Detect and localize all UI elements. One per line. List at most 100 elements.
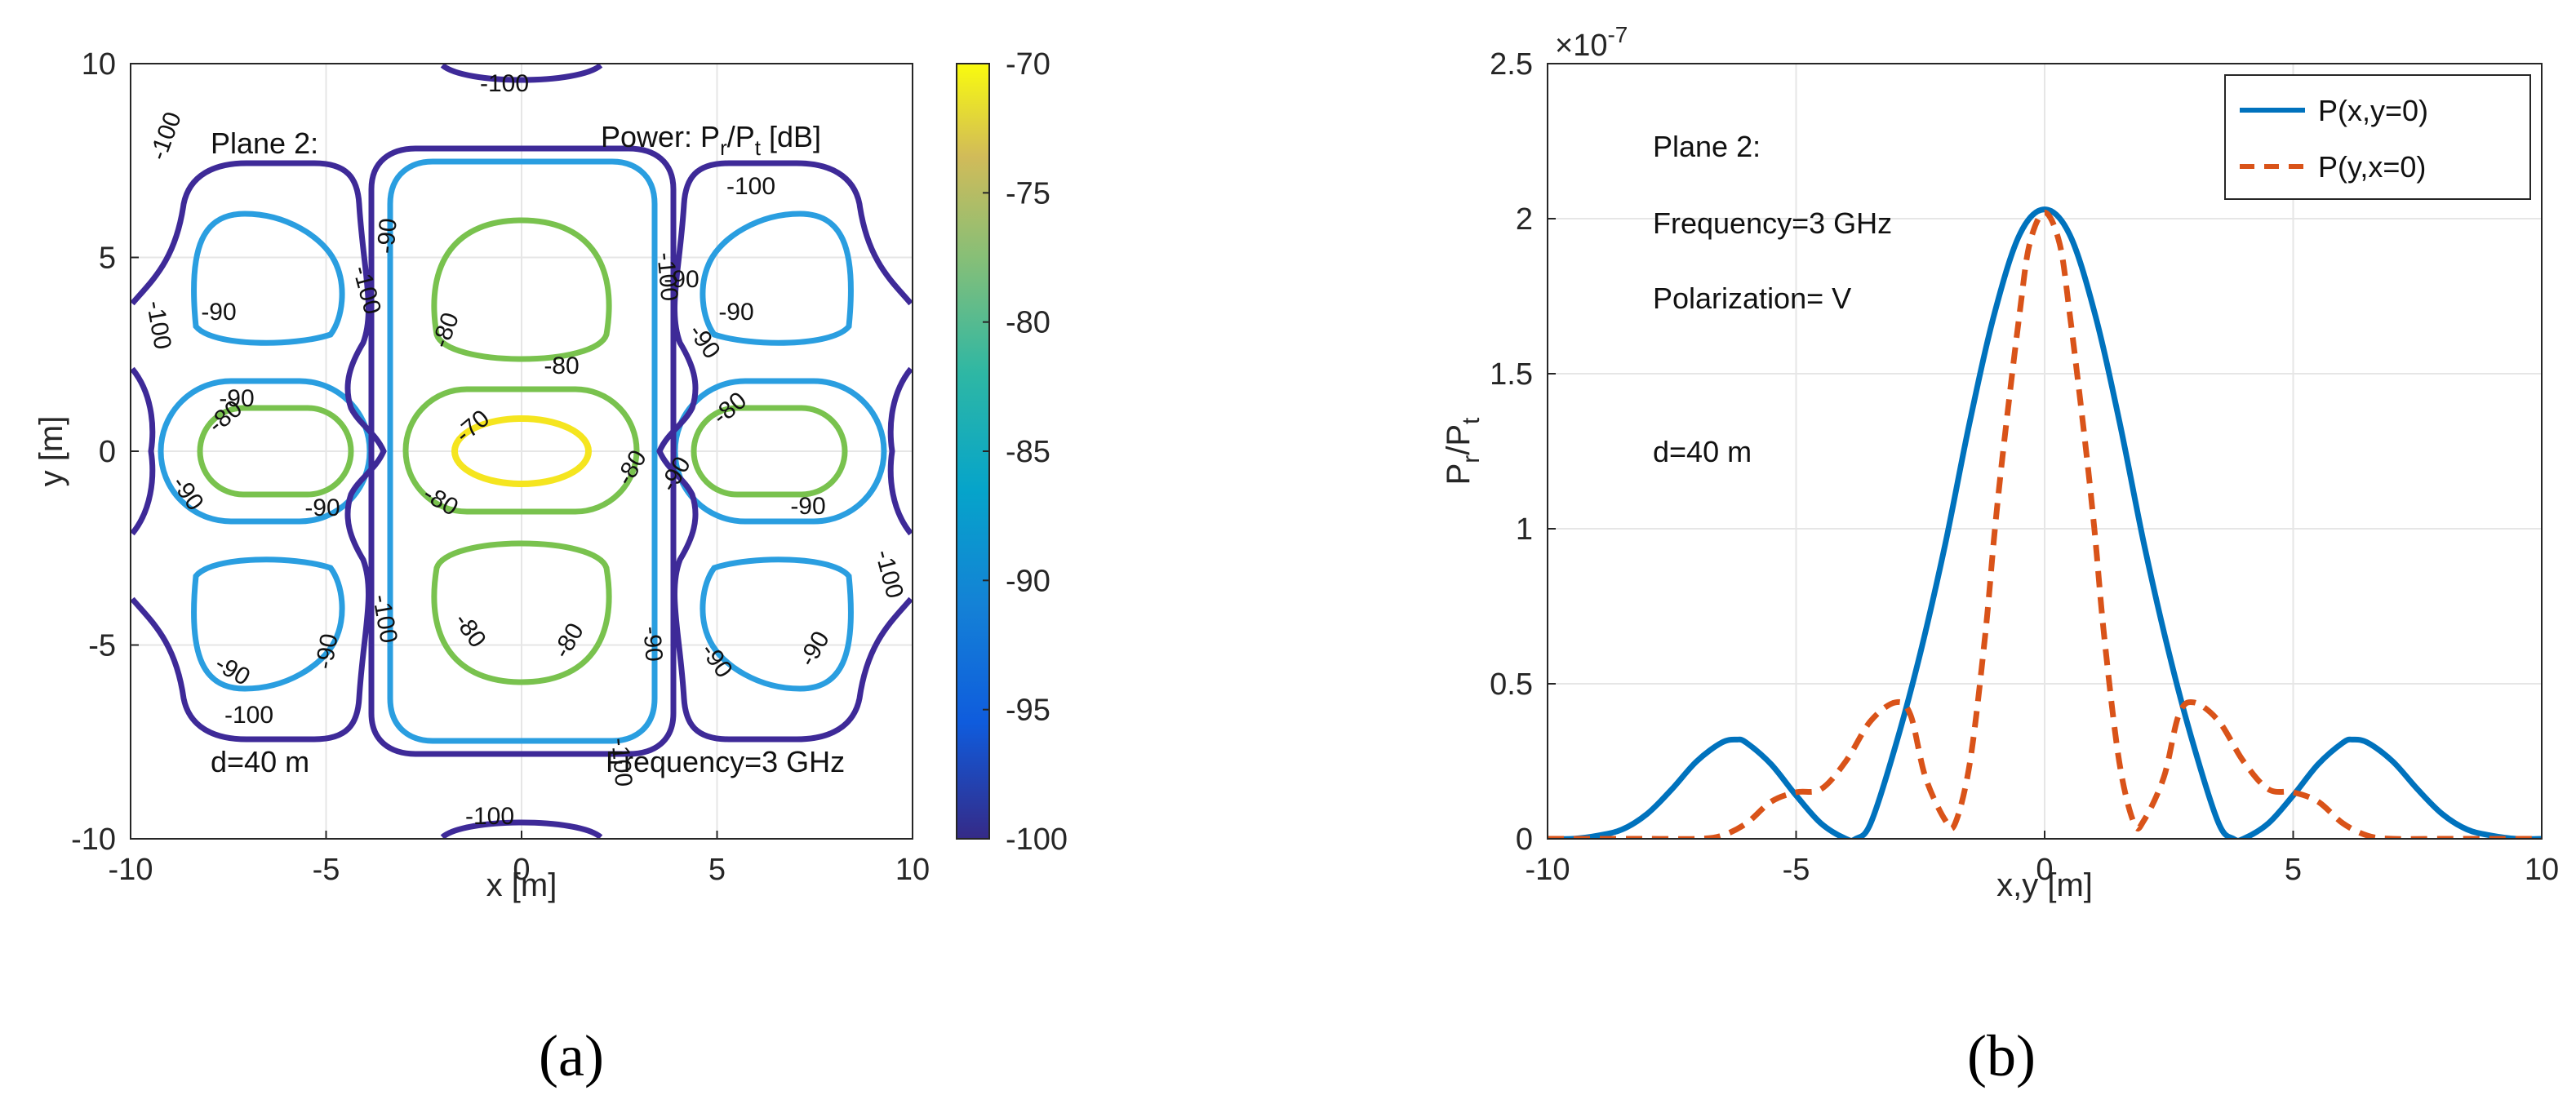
power-suffix: [dB] <box>761 120 821 153</box>
line-chart: -10 -5 0 5 10 0 0.5 1 1.5 2 2.5 ×10-7 Plane 2: Fre… <box>1441 22 2559 903</box>
contour-label: -100 <box>480 70 529 97</box>
contour-x-axis-label: x [m] <box>486 867 557 903</box>
contour-x-tick-label: -5 <box>313 853 340 887</box>
line-y-axis-label: Pr/Pt <box>1441 417 1485 485</box>
contour-label: -100 <box>224 702 273 729</box>
panel-label-b: (b) <box>1967 1023 2036 1088</box>
line-y-tick-label: 1.5 <box>1490 357 1533 392</box>
colorbar-ticks: -70 -75 -80 -85 -90 -95 -100 <box>983 47 1068 857</box>
line-y-tick-label: 0 <box>1516 822 1533 857</box>
contour-label: -80 <box>544 352 579 379</box>
legend-box <box>2224 74 2531 200</box>
line-x-tick-label: 0 <box>2036 853 2053 887</box>
line-plane-label: Plane 2: <box>1653 130 1761 163</box>
contour-line-minus100-top-cap <box>440 64 603 83</box>
contour-y-tick-label: 5 <box>99 242 116 276</box>
contour-line-minus80-top <box>431 217 612 362</box>
contour-power-label: Power: Pr/Pt [dB] <box>601 120 821 160</box>
y-exponent-label: ×10-7 <box>1555 22 1628 63</box>
contour-frequency-label: Frequency=3 GHz <box>606 745 845 778</box>
contour-line-minus80-left <box>197 405 354 498</box>
contour-line-minus90-left-top <box>191 211 345 346</box>
contour-x-tick-label: 10 <box>895 853 930 887</box>
colorbar-tick-label: -85 <box>1006 435 1050 469</box>
contour-y-tick-label: 10 <box>82 47 116 82</box>
colorbar-tick-label: -75 <box>1006 176 1050 211</box>
power-mid: /P <box>727 120 755 153</box>
line-series-group <box>1548 206 2542 839</box>
contour-lines <box>131 64 913 839</box>
legend: P(x,y=0) P(y,x=0) <box>2224 74 2531 200</box>
contour-label: -90 <box>219 385 254 412</box>
contour-plane-label: Plane 2: <box>211 126 318 160</box>
contour-x-tick-label: 5 <box>708 853 726 887</box>
contour-line-minus100-left <box>131 160 387 743</box>
contour-label: -90 <box>664 266 699 293</box>
contour-chart: -100 -100 -100 -100 -100 -100 -100 -100 … <box>33 47 930 903</box>
line-x-tick-label: -5 <box>1783 853 1810 887</box>
contour-label: -90 <box>372 217 402 255</box>
contour-label: -90 <box>311 632 344 671</box>
line-y-tick-label: 1 <box>1516 512 1533 547</box>
contour-line-minus80-center <box>402 386 640 515</box>
ylabel-sub-r: r <box>1458 455 1485 463</box>
contour-line-minus70 <box>451 415 592 487</box>
exponent-power: -7 <box>1607 22 1628 47</box>
contour-x-tick-label: -10 <box>109 853 153 887</box>
line-distance-label: d=40 m <box>1653 435 1752 468</box>
contour-distance-label: d=40 m <box>211 745 309 778</box>
contour-line-minus100-bottom-cap <box>440 819 603 839</box>
legend-label-series-1: P(x,y=0) <box>2318 94 2428 127</box>
contour-label: -100 <box>651 251 682 303</box>
contour-y-tick-label: -5 <box>88 629 116 663</box>
ylabel-sub-t: t <box>1458 417 1485 424</box>
contour-line-minus90-right-top <box>700 211 854 346</box>
power-main: Power: P <box>601 120 720 153</box>
contour-label: -100 <box>606 737 637 788</box>
contour-line-minus90-left-bottom <box>191 556 345 692</box>
colorbar-tick-label: -90 <box>1006 564 1050 598</box>
contour-line-minus100-right-edge <box>887 366 913 536</box>
series-line-1 <box>1548 206 2542 839</box>
line-y-tick-label: 2 <box>1516 202 1533 237</box>
line-polarization-label: Polarization= V <box>1653 282 1851 315</box>
contour-line-minus90-center <box>387 158 658 744</box>
contour-ticks: -10 -5 0 5 10 10 5 0 -5 -10 <box>71 47 930 887</box>
contour-label: -90 <box>201 299 236 326</box>
line-x-tick-label: 5 <box>2285 853 2302 887</box>
colorbar-tick-label: -70 <box>1006 47 1050 82</box>
panel-label-a: (a) <box>539 1023 604 1088</box>
colorbar: -70 -75 -80 -85 -90 -95 -100 <box>956 47 1068 857</box>
ylabel-main: P <box>1441 463 1477 485</box>
line-x-tick-label: -10 <box>1526 853 1570 887</box>
series-line-2 <box>1548 209 2542 839</box>
contour-label: -90 <box>718 299 753 326</box>
contour-line-minus80-right <box>691 405 848 498</box>
line-y-tick-label: 0.5 <box>1490 667 1533 702</box>
power-sub-t: t <box>755 135 762 160</box>
contour-label: -90 <box>637 625 668 663</box>
contour-label: -100 <box>465 803 514 830</box>
contour-line-minus100-left-edge <box>131 366 156 536</box>
contour-line-minus100-right <box>656 160 913 743</box>
contour-label: -90 <box>304 494 340 521</box>
ylabel-mid: /P <box>1441 424 1477 455</box>
colorbar-tick-label: -95 <box>1006 694 1050 728</box>
power-sub-r: r <box>720 135 727 160</box>
contour-line-minus100-center <box>368 145 677 757</box>
line-ticks: -10 -5 0 5 10 0 0.5 1 1.5 2 2.5 <box>1490 47 2559 887</box>
line-y-tick-label: 2.5 <box>1490 47 1533 82</box>
line-x-axis-label: x,y [m] <box>1996 867 2093 903</box>
line-x-tick-label: 10 <box>2525 853 2559 887</box>
contour-x-tick-label: 0 <box>513 853 530 887</box>
contour-label: -90 <box>790 493 825 520</box>
contour-y-tick-label: -10 <box>71 822 116 857</box>
exponent-base: ×10 <box>1555 29 1607 63</box>
colorbar-tick-label: -80 <box>1006 306 1050 340</box>
contour-line-minus80-bottom <box>431 540 612 685</box>
legend-label-series-2: P(y,x=0) <box>2318 150 2426 184</box>
colorbar-tick-label: -100 <box>1006 822 1068 857</box>
contour-line-minus90-right-bottom <box>700 556 854 692</box>
contour-label: -100 <box>726 173 775 200</box>
